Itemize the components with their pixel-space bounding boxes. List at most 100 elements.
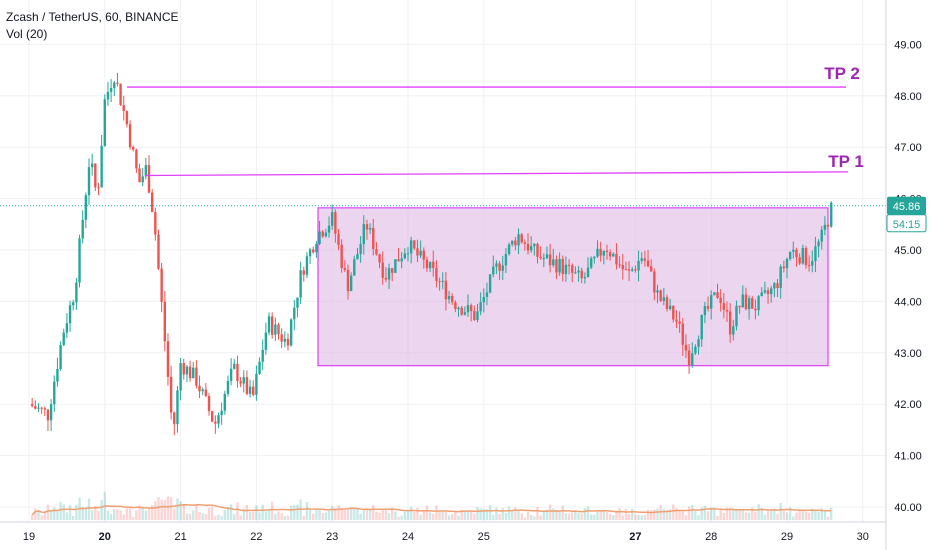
candle-down [125, 110, 129, 125]
volume-bar [30, 514, 34, 520]
candle-down [580, 270, 583, 279]
volume-bar [653, 509, 656, 520]
candle-up [529, 246, 533, 251]
candle-up [763, 290, 767, 293]
volume-bar [59, 501, 62, 520]
volume-bar [763, 514, 767, 520]
volume-bar [349, 508, 353, 520]
volume-bar [441, 511, 444, 520]
volume-bar [649, 510, 653, 520]
candle-down [413, 240, 416, 249]
volume-bar [826, 516, 830, 520]
time-tick-label: 28 [705, 531, 717, 543]
volume-bar [700, 507, 703, 520]
candle-up [732, 326, 735, 335]
candle-down [444, 280, 448, 300]
candle-down [454, 302, 457, 310]
volume-bar [416, 507, 419, 520]
volume-bar [409, 506, 413, 520]
volume-bar [166, 496, 170, 520]
volume-bar [492, 514, 495, 520]
volume-bar [160, 499, 163, 520]
volume-bar [422, 511, 425, 520]
candle-up [747, 298, 751, 310]
candle-up [327, 225, 331, 233]
candle-up [773, 283, 776, 289]
candle-up [141, 176, 144, 183]
candle-down [555, 259, 558, 273]
volume-bar [814, 510, 817, 520]
volume-bar [116, 509, 119, 520]
candle-down [40, 407, 43, 409]
volume-bar [438, 510, 441, 520]
volume-bar [321, 513, 324, 520]
range-box [317, 207, 829, 367]
candle-down [321, 231, 324, 237]
volume-bar [732, 509, 735, 520]
candle-down [776, 283, 779, 289]
candle-down [128, 124, 132, 148]
candle-up [233, 363, 236, 369]
candle-up [53, 381, 56, 405]
volume-bar [624, 509, 628, 520]
candle-down [245, 377, 249, 394]
volume-bar [182, 504, 185, 520]
range-zone [317, 207, 829, 367]
candle-down [716, 292, 719, 298]
candle-up [331, 212, 334, 226]
volume-bars [30, 491, 833, 520]
candle-down [807, 265, 811, 267]
candle-down [498, 263, 501, 271]
candle-down [375, 249, 378, 255]
candle-down [653, 271, 656, 293]
candle-up [792, 249, 795, 252]
volume-bar [817, 511, 820, 520]
volume-bar [378, 512, 381, 520]
candle-up [640, 258, 643, 261]
candle-up [65, 323, 69, 333]
countdown-badge [886, 214, 927, 233]
candle-down [621, 265, 624, 270]
candle-down [337, 233, 340, 245]
candle-down [646, 260, 650, 267]
volume-bar [511, 510, 514, 520]
volume-bar [132, 517, 135, 520]
volume-bar [485, 509, 489, 520]
candle-up [223, 393, 227, 411]
candle-down [147, 165, 151, 193]
volume-bar [157, 497, 160, 520]
candle-down [280, 334, 283, 342]
candle-down [678, 321, 681, 324]
candle-up [501, 265, 504, 271]
volume-bar [697, 515, 700, 520]
volume-bar [586, 506, 590, 520]
volume-ma [31, 503, 832, 516]
candle-up [81, 219, 84, 239]
volume-bar [176, 498, 179, 520]
candle-down [514, 240, 517, 246]
candle-up [176, 390, 179, 425]
volume-bar [735, 509, 738, 520]
volume-bar [451, 514, 454, 520]
volume-bar [469, 510, 473, 520]
candle-down [391, 268, 394, 273]
candle-down [719, 297, 722, 304]
candle-down [539, 256, 542, 259]
volume-bar [236, 502, 239, 520]
volume-bar [207, 507, 211, 520]
candle-up [103, 99, 106, 146]
volume-bar [744, 512, 748, 520]
volume-bar [135, 510, 138, 520]
price-tick-label: 42.00 [894, 399, 922, 411]
target-label: TP 1 [828, 152, 864, 171]
volume-bar [571, 512, 574, 520]
candle-down [169, 376, 173, 413]
volume-bar [122, 514, 125, 520]
volume-bar [466, 510, 470, 520]
volume-bar [634, 514, 637, 520]
volume-bar [520, 513, 523, 520]
volume-bar [261, 504, 264, 520]
time-tick-label: 25 [478, 531, 490, 543]
target-label: TP 2 [824, 64, 860, 83]
